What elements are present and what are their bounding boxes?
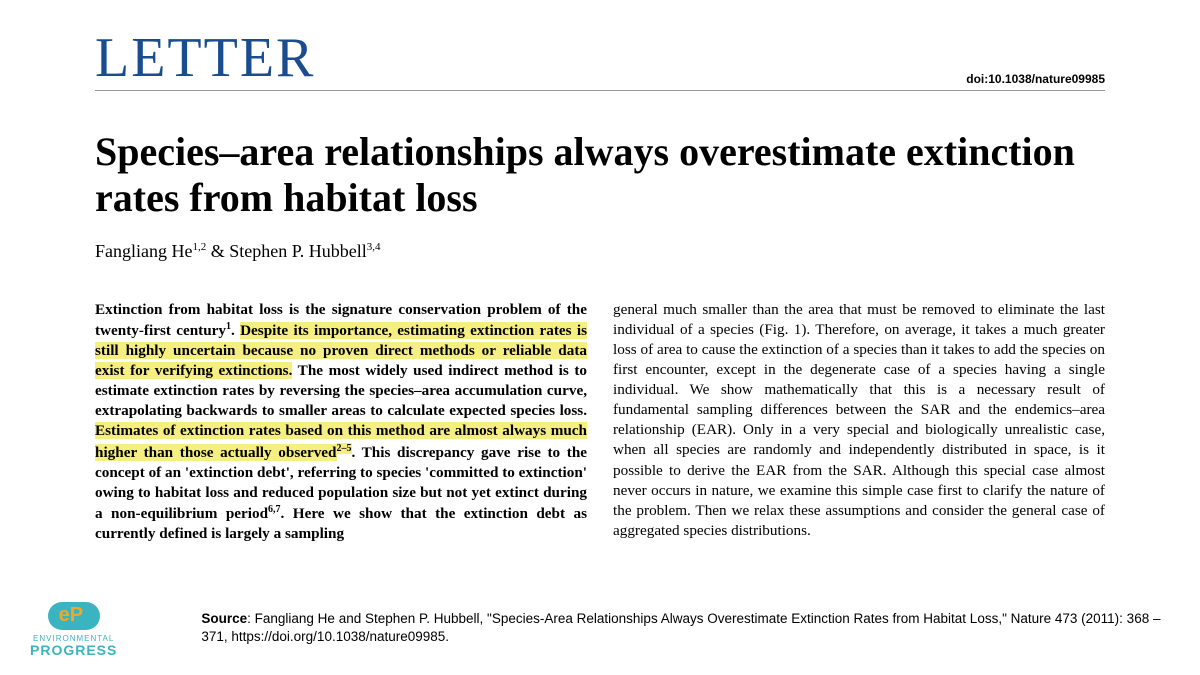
logo-letters: eP xyxy=(59,605,83,625)
ref-2: 2–5 xyxy=(337,443,352,454)
source-label: Source xyxy=(201,611,247,626)
ep-logo: eP ENVIRONMENTAL PROGRESS xyxy=(30,599,117,657)
header-row: LETTER doi:10.1038/nature09985 xyxy=(95,30,1105,91)
source-citation: Source: Fangliang He and Stephen P. Hubb… xyxy=(201,610,1170,646)
abstract-column: Extinction from habitat loss is the sign… xyxy=(95,300,587,544)
logo-line2: PROGRESS xyxy=(30,643,117,657)
article-authors: Fangliang He1,2 & Stephen P. Hubbell3,4 xyxy=(95,241,1105,262)
abstract-seg2: . xyxy=(231,322,240,339)
article-title: Species–area relationships always overes… xyxy=(95,129,1105,221)
body-column: general much smaller than the area that … xyxy=(613,300,1105,544)
ep-logo-icon: eP xyxy=(45,599,103,633)
footer-row: eP ENVIRONMENTAL PROGRESS Source: Fangli… xyxy=(30,599,1170,657)
text-columns: Extinction from habitat loss is the sign… xyxy=(95,300,1105,544)
ref-3: 6,7 xyxy=(268,504,281,515)
doi-text: doi:10.1038/nature09985 xyxy=(966,72,1105,86)
section-label: LETTER xyxy=(95,30,315,86)
source-text: : Fangliang He and Stephen P. Hubbell, "… xyxy=(201,611,1160,644)
article-container: LETTER doi:10.1038/nature09985 Species–a… xyxy=(0,0,1200,544)
